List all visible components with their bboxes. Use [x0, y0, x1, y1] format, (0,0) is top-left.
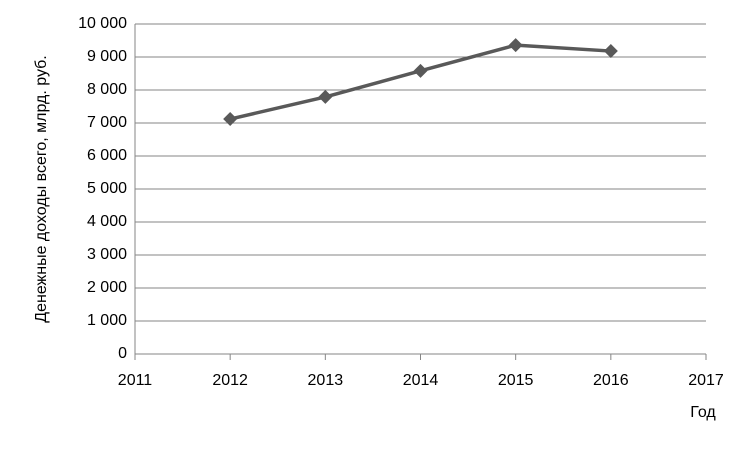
- line: [229, 43, 611, 121]
- y-tick-label: 10 000: [78, 15, 127, 32]
- x-tick-label: 2013: [308, 372, 344, 389]
- y-tick-label: 4 000: [87, 213, 127, 230]
- marker: [603, 44, 618, 59]
- marker: [318, 89, 333, 104]
- y-tick-label: 6 000: [87, 147, 127, 164]
- x-tick-label: 2011: [118, 372, 153, 389]
- y-tick-label: 0: [118, 345, 127, 362]
- y-tick-label: 9 000: [87, 48, 127, 65]
- y-axis-label: Денежные доходы всего, млрд. руб.: [33, 55, 50, 322]
- y-tick-label: 3 000: [87, 246, 127, 263]
- y-tick-label: 8 000: [87, 81, 127, 98]
- x-tick-label: 2014: [403, 372, 439, 389]
- y-tick-label: 2 000: [87, 279, 127, 296]
- x-tick-label: 2012: [212, 372, 248, 389]
- y-tick-label: 7 000: [87, 114, 127, 131]
- x-tick-label: 2017: [688, 372, 724, 389]
- marker: [508, 38, 523, 53]
- marker: [413, 63, 428, 78]
- x-axis-label: Год: [690, 404, 716, 421]
- x-tick-label: 2016: [593, 372, 629, 389]
- marker: [223, 112, 238, 127]
- x-tick-label: 2015: [498, 372, 534, 389]
- y-tick-label: 5 000: [87, 180, 127, 197]
- y-tick-label: 1 000: [87, 312, 127, 329]
